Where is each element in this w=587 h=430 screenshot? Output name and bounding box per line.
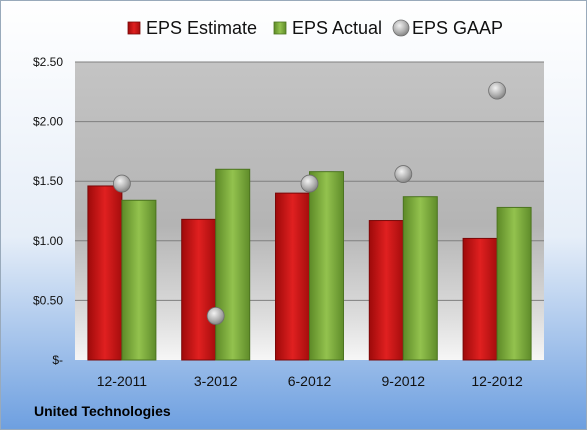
bars: [87, 168, 532, 361]
point-eps-gaap: [488, 81, 507, 100]
legend-swatch: [392, 19, 410, 37]
y-tick-label: $-: [52, 353, 63, 367]
legend-swatch: [127, 21, 141, 35]
legend-label: EPS Estimate: [146, 18, 257, 38]
y-tick-label: $2.00: [33, 115, 63, 129]
bar-eps-estimate: [368, 220, 404, 361]
y-tick-label: $1.50: [33, 174, 63, 188]
x-tick-label: 12-2011: [97, 373, 148, 389]
bar-eps-actual: [402, 196, 438, 361]
bar-eps-actual: [121, 199, 157, 361]
x-tick-label: 6-2012: [288, 373, 332, 389]
legend: EPS Estimate EPS Actual EPS GAAP: [127, 18, 503, 38]
point-eps-gaap: [206, 306, 225, 325]
legend-label: EPS GAAP: [412, 18, 503, 38]
point-eps-gaap: [300, 174, 319, 193]
x-tick-label: 3-2012: [194, 373, 238, 389]
bar-eps-estimate: [275, 192, 310, 361]
point-eps-gaap: [113, 174, 131, 193]
y-axis-ticks: $- $0.50 $1.00 $1.50 $2.00 $2.50: [33, 55, 63, 367]
company-name: United Technologies: [34, 403, 171, 419]
bar-eps-estimate: [181, 218, 217, 361]
gaap-points: [113, 81, 507, 325]
bar-eps-estimate: [87, 185, 123, 361]
x-tick-label: 12-2012: [471, 373, 523, 389]
y-tick-label: $0.50: [33, 293, 63, 307]
legend-swatch: [273, 21, 287, 35]
x-tick-label: 9-2012: [382, 373, 426, 389]
bar-eps-estimate: [462, 237, 498, 361]
point-eps-gaap: [394, 165, 413, 183]
bar-eps-actual: [215, 168, 251, 361]
y-tick-label: $1.00: [33, 234, 63, 248]
x-axis-ticks: 12-2011 3-2012 6-2012 9-2012 12-2012: [97, 373, 523, 389]
legend-label: EPS Actual: [292, 18, 382, 38]
bar-eps-actual: [496, 206, 532, 361]
bar-eps-actual: [309, 171, 344, 361]
y-tick-label: $2.50: [33, 55, 63, 69]
